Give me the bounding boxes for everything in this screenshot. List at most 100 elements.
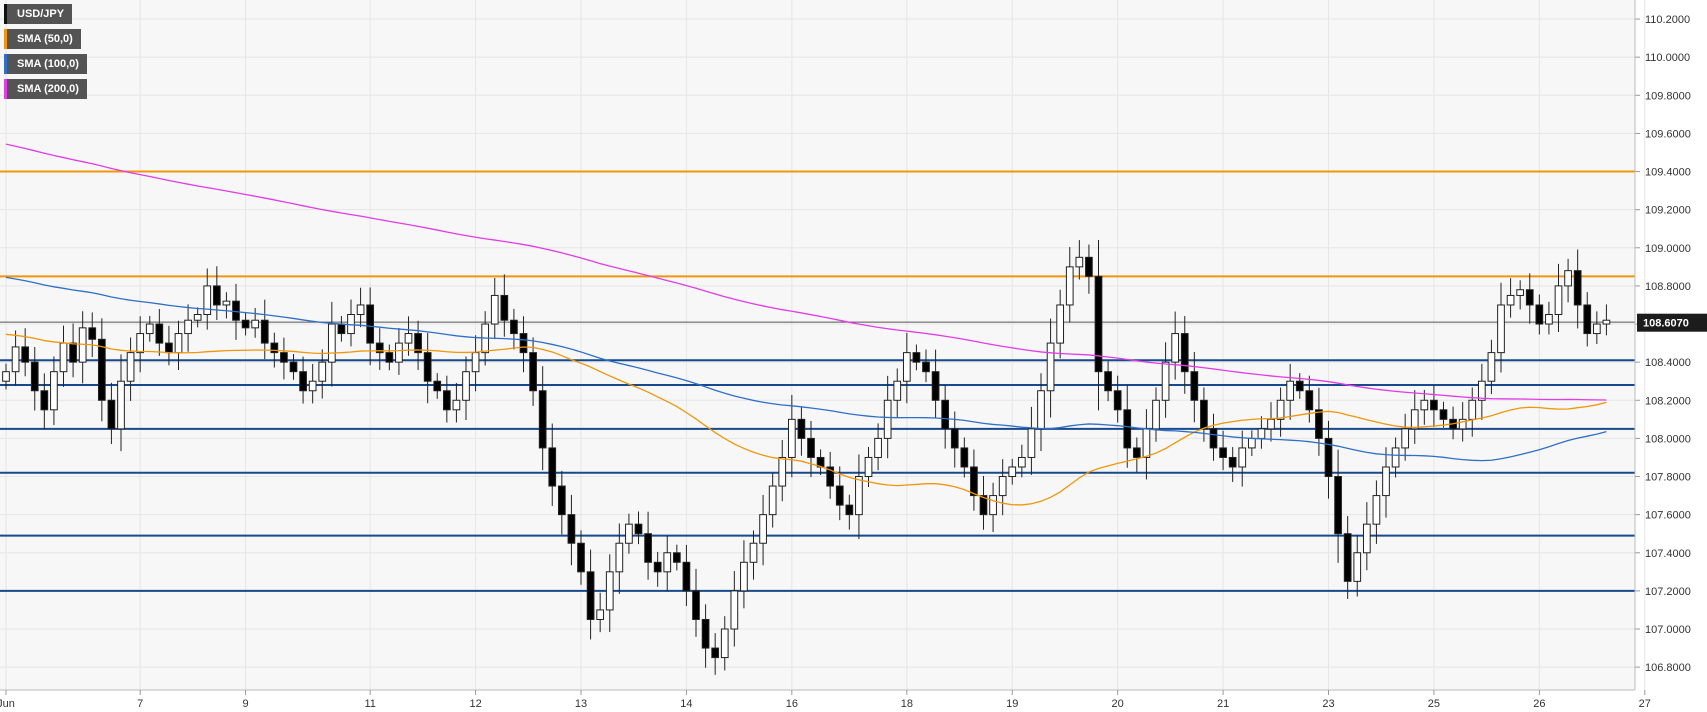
x-tick-label: 25 bbox=[1428, 698, 1440, 710]
x-tick-label: 20 bbox=[1112, 698, 1124, 710]
candle-body bbox=[1564, 270, 1572, 287]
y-tick-label: 106.8000 bbox=[1645, 662, 1691, 674]
candle-body bbox=[759, 514, 767, 544]
candle-body bbox=[807, 437, 815, 458]
candle-body bbox=[605, 571, 614, 611]
candle-body bbox=[864, 456, 873, 478]
x-tick-label: 16 bbox=[786, 698, 798, 710]
y-tick-label: 107.0000 bbox=[1645, 624, 1691, 636]
x-tick-label: 21 bbox=[1217, 698, 1229, 710]
candle-body bbox=[375, 342, 384, 354]
candle-body bbox=[232, 300, 240, 321]
candle-body bbox=[241, 319, 250, 329]
y-axis: 106.8000 107.0000 107.2000 107.4000 107.6000… bbox=[1634, 0, 1691, 690]
candle-body bbox=[557, 485, 566, 516]
candle-body bbox=[337, 323, 346, 335]
candle-body bbox=[260, 319, 269, 344]
candle-body bbox=[529, 352, 537, 392]
candle-body bbox=[960, 447, 969, 468]
candle-body bbox=[318, 361, 327, 382]
legend-item-sma50[interactable]: SMA (50,0) bbox=[4, 29, 81, 49]
candle-body bbox=[1219, 447, 1227, 458]
candle-body bbox=[663, 552, 672, 573]
sma-100-line bbox=[5, 276, 1607, 462]
y-tick-label: 109.0000 bbox=[1645, 243, 1691, 255]
candle-body bbox=[1602, 319, 1611, 325]
candle-body bbox=[270, 342, 279, 354]
x-tick-label: 27 bbox=[1639, 698, 1651, 710]
legend-label: SMA (100,0) bbox=[17, 58, 79, 70]
indicator-legend: USD/JPY SMA (50,0) SMA (100,0) SMA (200,… bbox=[4, 4, 87, 104]
candle-body bbox=[672, 552, 681, 563]
candle-body bbox=[740, 561, 748, 592]
candle-body bbox=[404, 333, 413, 344]
candle-body bbox=[538, 390, 547, 449]
sma-200-line bbox=[5, 143, 1607, 401]
candle-body bbox=[586, 571, 595, 620]
candle-body bbox=[1085, 256, 1093, 277]
candle-body bbox=[69, 342, 77, 363]
candle-body bbox=[1267, 418, 1275, 430]
sma50-swatch bbox=[4, 29, 7, 49]
candle-body bbox=[1209, 428, 1218, 449]
candle-body bbox=[1477, 380, 1486, 401]
price-tag-label: 108.6070 bbox=[1643, 318, 1689, 330]
candle-body bbox=[1487, 352, 1496, 382]
candle-body bbox=[1516, 289, 1525, 296]
candle-body bbox=[1113, 390, 1122, 411]
candle-body bbox=[1583, 304, 1592, 335]
candle-body bbox=[1075, 256, 1084, 268]
x-tick-label: 7 bbox=[137, 698, 143, 710]
symbol-swatch bbox=[4, 4, 7, 24]
candle-body bbox=[931, 371, 940, 401]
candle-body bbox=[1305, 390, 1314, 411]
y-tick-label: 107.6000 bbox=[1645, 510, 1691, 522]
candle-body bbox=[883, 399, 892, 439]
x-tick-label: 12 bbox=[469, 698, 481, 710]
candle-body bbox=[720, 628, 729, 659]
candle-body bbox=[1497, 304, 1505, 354]
candle-body bbox=[1228, 456, 1237, 468]
candle-body bbox=[941, 399, 950, 430]
legend-label: SMA (50,0) bbox=[17, 33, 73, 45]
candle-body bbox=[414, 333, 422, 354]
candle-body bbox=[1410, 409, 1419, 430]
candle-body bbox=[395, 342, 403, 363]
candle-body bbox=[979, 495, 988, 516]
y-tick-label: 109.2000 bbox=[1645, 205, 1691, 217]
x-tick-label: 14 bbox=[680, 698, 692, 710]
candle-body bbox=[184, 319, 192, 335]
candle-body bbox=[1056, 304, 1065, 344]
candle-body bbox=[950, 428, 959, 449]
candle-body bbox=[500, 294, 509, 321]
candle-body bbox=[356, 304, 365, 316]
candle-body bbox=[893, 380, 902, 401]
candle-body bbox=[1152, 399, 1160, 430]
candle-body bbox=[1506, 294, 1515, 306]
y-tick-label: 108.0000 bbox=[1645, 433, 1691, 445]
price-tag-box bbox=[1637, 313, 1707, 332]
legend-item-symbol[interactable]: USD/JPY bbox=[4, 4, 73, 24]
candle-body bbox=[653, 561, 662, 573]
candle-body bbox=[519, 333, 528, 354]
candle-body bbox=[835, 485, 844, 506]
candle-body bbox=[462, 371, 470, 401]
candle-body bbox=[1573, 270, 1582, 306]
legend-item-sma200[interactable]: SMA (200,0) bbox=[4, 79, 87, 99]
legend-item-sma100[interactable]: SMA (100,0) bbox=[4, 54, 87, 74]
sma100-swatch bbox=[4, 54, 7, 74]
candle-body bbox=[1247, 437, 1256, 449]
candle-body bbox=[1065, 266, 1074, 306]
candle-body bbox=[1286, 380, 1295, 401]
x-tick-label: 13 bbox=[575, 698, 587, 710]
candle-body bbox=[1468, 399, 1477, 420]
candle-body bbox=[510, 319, 518, 335]
x-tick-label: 18 bbox=[901, 698, 913, 710]
candle-body bbox=[1017, 456, 1026, 468]
candlesticks bbox=[2, 239, 1611, 675]
candle-body bbox=[2, 371, 10, 382]
candle-body bbox=[366, 304, 375, 344]
candle-body bbox=[88, 327, 97, 340]
